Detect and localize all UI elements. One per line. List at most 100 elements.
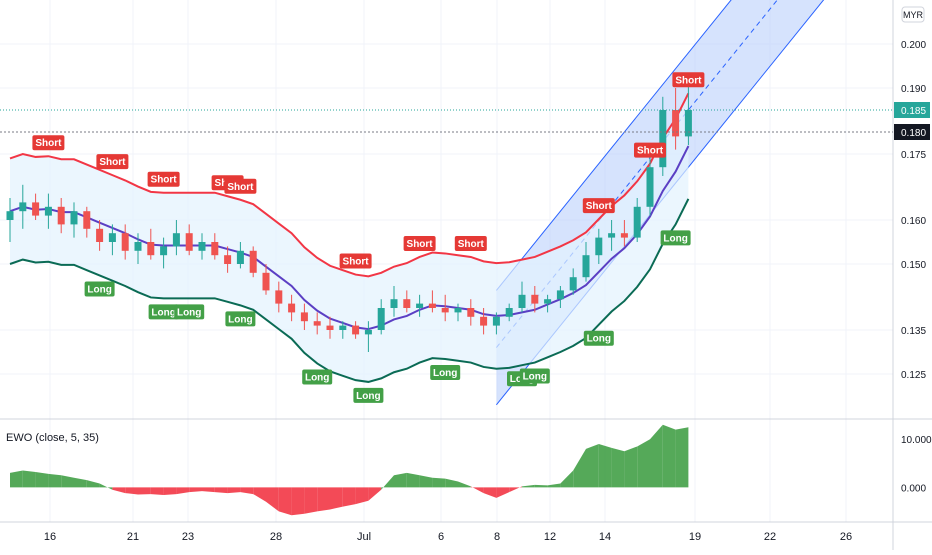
short-signal-label: Short [99, 157, 126, 168]
short-signal-label: Short [637, 146, 664, 157]
candle-body [83, 211, 91, 229]
candle-body [236, 250, 244, 264]
candle-body [262, 272, 270, 291]
candle-body [352, 325, 360, 335]
date-axis[interactable]: 16 21 23 28 Jul 6 8 12 14 19 22 26 [44, 531, 852, 543]
oscillator-tick-label: 10.000 [901, 435, 932, 446]
long-signal-badge [84, 281, 115, 297]
date-tick-label: 19 [689, 531, 701, 543]
candle-body [364, 330, 372, 335]
oscillator-area [381, 475, 394, 490]
oscillator-area [61, 475, 74, 488]
candle-body [211, 242, 219, 256]
oscillator-area [419, 475, 433, 488]
oscillator-area [547, 483, 561, 488]
long-signal-label: Long [523, 372, 547, 383]
short-signal-label: Short [227, 182, 254, 193]
oscillator-tick-label: 0.000 [901, 483, 926, 494]
candle-body [313, 321, 321, 326]
oscillator-area [125, 487, 138, 495]
short-signal-badge [403, 235, 436, 251]
indicator-bands [9, 92, 690, 383]
candle-body [377, 308, 385, 330]
short-signal-label: Short [35, 138, 62, 149]
date-tick-label: 12 [544, 531, 556, 543]
candle-body [198, 242, 206, 251]
upper-band-line [9, 92, 690, 278]
currency-label: MYR [903, 10, 924, 20]
short-signal-badge [96, 154, 129, 170]
candle-body [57, 206, 65, 225]
lower-band-line [9, 198, 690, 383]
candle-body [492, 316, 500, 326]
candle-body [96, 228, 104, 242]
long-signal-label: Long [587, 334, 611, 345]
date-tick-label: 6 [438, 531, 444, 543]
long-signal-badge [583, 330, 614, 346]
candle-body [480, 316, 488, 326]
long-signal-label: Long [663, 233, 687, 244]
long-signal-badge [430, 365, 461, 381]
oscillator-area [138, 487, 151, 495]
long-signal-badge [225, 311, 256, 327]
candle-body [275, 290, 283, 304]
long-signal-badge [660, 230, 691, 246]
oscillator-area [266, 487, 279, 512]
oscillator-area [22, 470, 36, 488]
candle-body [300, 312, 308, 322]
long-signal-label: Long [87, 284, 111, 295]
oscillator-area [496, 487, 510, 498]
candle-body [134, 242, 142, 251]
date-tick-label: 26 [840, 531, 852, 543]
oscillator-area [355, 487, 369, 505]
oscillator-title[interactable]: EWO (close, 5, 35) [6, 432, 99, 444]
oscillator-area [470, 486, 484, 494]
oscillator-area [662, 424, 676, 488]
marker-price-label: 0.180 [901, 128, 926, 139]
candle-body [224, 255, 232, 264]
candle-body [326, 325, 334, 330]
long-signal-label: Long [305, 372, 329, 383]
candle-body [620, 233, 628, 238]
last-price-label: 0.185 [901, 106, 926, 117]
candle-body [633, 206, 641, 238]
long-signal-badge [353, 387, 384, 403]
long-signal-label: Long [356, 391, 380, 402]
oscillator-area [445, 478, 458, 488]
short-signal-badge [339, 253, 372, 269]
oscillator-area [598, 444, 612, 488]
candle-body [684, 110, 692, 137]
short-signal-badge [634, 142, 666, 158]
short-signal-badge [672, 72, 705, 88]
oscillator-area [522, 484, 535, 488]
oscillator-area [74, 477, 87, 488]
short-signal-badge [224, 178, 257, 194]
price-axis[interactable]: 0.200 0.190 0.175 0.160 0.150 0.135 0.125 0.185… [0, 40, 932, 494]
price-tick-label: 0.175 [901, 150, 926, 161]
oscillator-area [406, 472, 420, 488]
long-signal-label: Long [151, 307, 175, 318]
oscillator-area [10, 470, 23, 488]
oscillator-area [317, 487, 330, 512]
price-tick-label: 0.160 [901, 216, 926, 227]
candle-body [32, 202, 40, 216]
candle-body [646, 167, 654, 207]
currency-badge[interactable] [901, 6, 925, 23]
oscillator-area [330, 487, 343, 510]
oscillator-area [48, 473, 62, 488]
candle-body [147, 242, 155, 256]
oscillator-area [202, 487, 215, 493]
short-signal-badge [147, 171, 180, 187]
oscillator-area [560, 470, 574, 488]
oscillator-area [214, 487, 228, 494]
date-tick-label: 16 [44, 531, 56, 543]
oscillator-area [253, 487, 266, 502]
ewo-oscillator [10, 424, 689, 516]
price-tick-label: 0.135 [901, 326, 926, 337]
oscillator-area [624, 446, 638, 488]
price-tick-label: 0.150 [901, 260, 926, 271]
candle-body [339, 325, 347, 330]
